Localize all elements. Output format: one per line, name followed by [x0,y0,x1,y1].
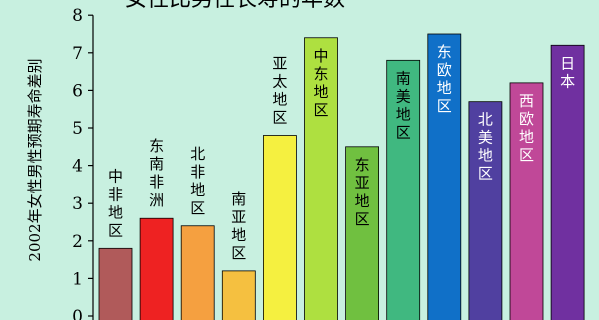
category-label: 亚太地区 [272,55,287,127]
bar [139,217,174,320]
bar [304,37,338,320]
bar [509,82,544,320]
bar [262,135,297,320]
chart-title: 女性比男性长寿的年数 [125,0,345,12]
category-labels: 中非地区 东南非洲 北非地区南亚地区 亚太地区 中东地区东亚地区 南美地区 东欧地区北美地区… [108,43,575,262]
category-label: 南美地区 [396,69,411,141]
category-label: 中东地区 [313,47,328,119]
y-axis: 0 1 2 3 4 5 6 7 8 [72,6,94,320]
bar [180,225,215,320]
y-tick-label: 6 [72,81,83,101]
y-tick-label: 7 [72,44,83,64]
bar [427,33,462,320]
category-label: 东南非洲 [149,137,164,209]
y-tick-label: 1 [72,269,83,289]
category-label: 西欧地区 [519,92,534,164]
y-axis-label: 2002年女性男性预期寿命差别 [26,58,44,261]
bar [345,146,380,320]
bar [98,247,133,320]
y-tick-label: 3 [72,194,83,214]
category-label: 北美地区 [478,111,493,183]
bar [221,270,256,320]
bars [98,33,585,320]
y-tick-label: 2 [72,232,83,252]
category-label: 北非地区 [190,145,205,217]
bar [550,44,585,320]
bar [468,101,503,320]
category-label: 东亚地区 [355,156,370,228]
category-label: 东欧地区 [437,43,452,115]
y-tick-label: 5 [72,119,83,139]
bar [386,59,421,320]
category-label: 中非地区 [108,167,123,239]
y-tick-label: 0 [72,307,83,320]
y-tick-label: 8 [72,6,83,26]
y-tick-label: 4 [72,157,83,177]
category-label: 日本 [560,54,575,90]
category-label: 南亚地区 [231,190,246,262]
